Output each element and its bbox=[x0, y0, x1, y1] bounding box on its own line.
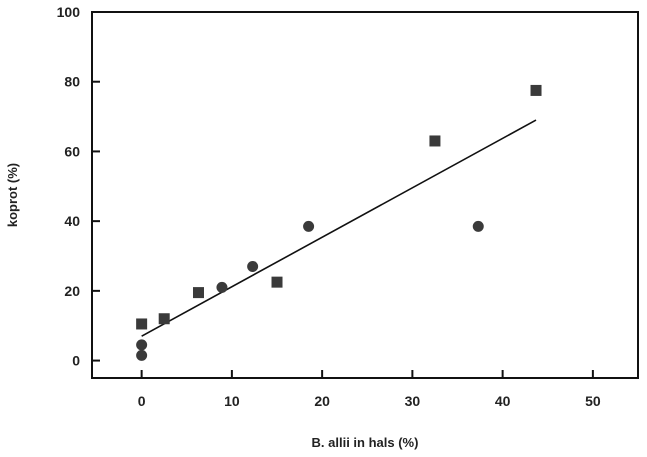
circle-point bbox=[247, 260, 259, 272]
square-point bbox=[271, 276, 283, 288]
x-tick-label: 20 bbox=[314, 393, 330, 409]
circle-point bbox=[303, 220, 315, 232]
square-point bbox=[429, 135, 441, 147]
circle-point bbox=[136, 339, 148, 351]
data-points bbox=[136, 84, 542, 361]
plot-frame bbox=[91, 11, 639, 379]
x-tick-label: 10 bbox=[224, 393, 240, 409]
y-tick-label: 40 bbox=[64, 213, 80, 229]
regression-line bbox=[141, 119, 537, 337]
y-tick-label: 80 bbox=[64, 74, 80, 90]
circle-point bbox=[136, 349, 148, 361]
square-point bbox=[192, 287, 204, 299]
y-tick-label: 20 bbox=[64, 283, 80, 299]
x-axis-ticks: 0 10 20 30 40 50 bbox=[138, 370, 601, 409]
y-axis-label: koprot (%) bbox=[5, 163, 20, 227]
y-tick-label: 0 bbox=[72, 353, 80, 369]
square-point bbox=[158, 313, 170, 325]
y-tick-label: 60 bbox=[64, 143, 80, 159]
x-tick-label: 50 bbox=[585, 393, 601, 409]
square-point bbox=[136, 318, 148, 330]
circle-point bbox=[472, 220, 484, 232]
x-tick-label: 0 bbox=[138, 393, 146, 409]
regression-line-group bbox=[141, 119, 537, 337]
square-point bbox=[530, 84, 542, 96]
y-tick-label: 100 bbox=[57, 4, 81, 20]
y-axis-ticks: 0 20 40 60 80 100 bbox=[57, 4, 100, 369]
x-tick-label: 30 bbox=[405, 393, 421, 409]
x-axis-label: B. allii in hals (%) bbox=[312, 435, 419, 450]
circle-point bbox=[216, 281, 228, 293]
x-tick-label: 40 bbox=[495, 393, 511, 409]
